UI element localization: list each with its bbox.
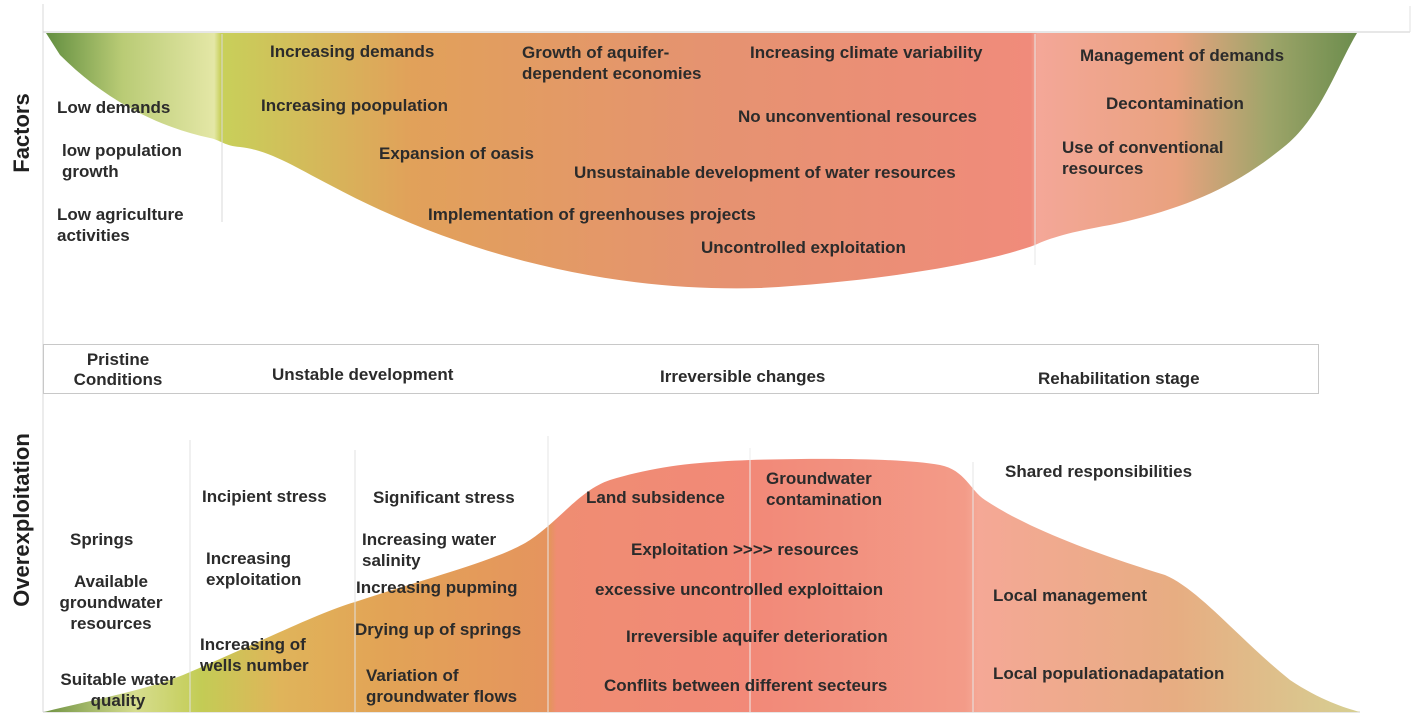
factors-title: Factors [9,93,34,173]
over-significant-stress: Significant stress [373,488,515,507]
factor-increasing-population: Increasing poopulation [261,96,449,115]
over-drying-springs: Drying up of springs [355,620,522,639]
stage-unstable: Unstable development [272,365,454,384]
over-excessive-exploitation: excessive uncontrolled exploittaion [595,580,884,599]
over-suitable-quality: Suitable water quality [60,670,176,710]
over-springs: Springs [70,530,134,549]
over-contamination: Groundwater contamination [766,469,883,509]
over-local-management: Local management [993,586,1147,605]
factor-greenhouses: Implementation of greenhouses projects [428,205,756,224]
over-incipient-stress: Incipient stress [202,487,327,506]
factor-low-population: low population growth [62,141,182,181]
stage-bar [43,344,1319,394]
over-shared-responsibilities: Shared responsibilities [1005,462,1193,481]
over-water-salinity: Increasing water salinity [362,530,497,570]
over-land-subsidence: Land subsidence [586,488,725,507]
overexploitation-title: Overexploitation [9,433,34,607]
factor-increasing-demands: Increasing demands [270,42,435,61]
over-available-groundwater: Available groundwater resources [59,572,163,633]
over-pumping: Increasing pupming [356,578,518,597]
factor-uncontrolled-exploitation: Uncontrolled exploitation [701,238,906,257]
factor-low-demands: Low demands [57,98,171,117]
over-increasing-exploitation: Increasing exploitation [206,549,302,589]
over-local-adaptation: Local populationadapatation [993,664,1225,683]
factor-expansion-oasis: Expansion of oasis [379,144,534,163]
stage-irreversible: Irreversible changes [660,367,826,386]
factor-conventional-resources: Use of conventional resources [1062,138,1224,178]
factor-decontamination: Decontamination [1106,94,1244,113]
stage-rehabilitation: Rehabilitation stage [1038,369,1200,388]
factor-management-demands: Management of demands [1080,46,1285,65]
factor-climate-variability: Increasing climate variability [750,43,983,62]
stage-pristine: Pristine Conditions [73,350,163,389]
factors-area [46,33,1357,289]
over-aquifer-deterioration: Irreversible aquifer deterioration [626,627,888,646]
over-wells-number: Increasing of wells number [200,635,309,675]
over-exploitation-resources: Exploitation >>>> resources [631,540,859,559]
over-conflicts: Conflits between different secteurs [604,676,888,695]
overexploitation-area [44,458,1360,712]
factor-no-unconventional: No unconventional resources [738,107,977,126]
over-groundwater-flows: Variation of groundwater flows [366,666,518,706]
factor-growth-economies: Growth of aquifer- dependent economies [522,43,702,83]
factor-low-agriculture: Low agriculture activities [57,205,184,245]
factor-unsustainable-development: Unsustainable development of water resou… [574,163,956,182]
